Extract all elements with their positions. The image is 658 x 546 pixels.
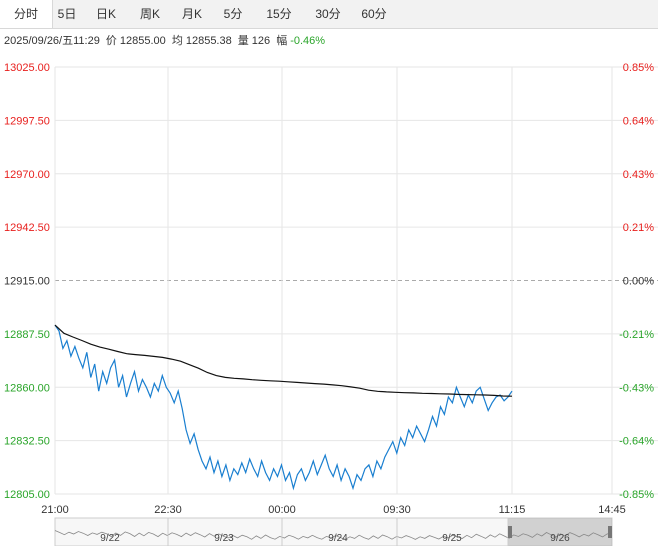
navigator-day-label: 9/22 <box>100 533 120 544</box>
tab-7[interactable]: 30分 <box>315 7 341 21</box>
price-line <box>54 324 513 491</box>
y-tick-left: 12805.00 <box>4 489 50 501</box>
tab-2[interactable]: 日K <box>95 7 116 21</box>
y-tick-left: 12942.50 <box>4 222 50 234</box>
x-tick-label: 22:30 <box>154 504 182 516</box>
x-tick-label: 09:30 <box>383 504 411 516</box>
navigator-day-label: 9/26 <box>550 533 570 544</box>
y-tick-right: 0.43% <box>623 169 654 181</box>
y-tick-right: 0.85% <box>623 62 654 74</box>
navigator-mini-line <box>54 530 613 540</box>
navigator-handle-left <box>508 526 512 538</box>
navigator-day-label: 9/23 <box>214 533 234 544</box>
y-tick-right: 0.00% <box>623 276 654 288</box>
tab-3[interactable]: 周K <box>139 7 160 21</box>
avg-label: 均 <box>171 35 183 47</box>
tab-4[interactable]: 月K <box>181 7 202 21</box>
y-tick-left: 13025.00 <box>4 62 50 74</box>
y-tick-left: 12915.00 <box>4 276 50 288</box>
y-tick-right: 0.21% <box>623 222 654 234</box>
tab-0[interactable]: 分时 <box>0 0 53 28</box>
navigator-day-label: 9/25 <box>442 533 462 544</box>
chg-value: -0.46% <box>290 35 326 47</box>
avg-value: 12855.38 <box>185 35 232 47</box>
tab-6[interactable]: 15分 <box>266 7 292 21</box>
price-value: 12855.00 <box>119 35 166 47</box>
vol-label: 量 <box>237 35 249 47</box>
y-tick-left: 12970.00 <box>4 169 50 181</box>
tab-8[interactable]: 60分 <box>361 7 387 21</box>
navigator-handle-right <box>608 526 612 538</box>
y-tick-right: 0.64% <box>623 115 654 127</box>
x-tick-label: 21:00 <box>41 504 69 516</box>
y-tick-right: -0.43% <box>619 382 654 394</box>
tab-5[interactable]: 5分 <box>223 7 243 21</box>
quote-datetime: 2025/09/26/五11:29 <box>4 35 100 47</box>
x-tick-label: 14:45 <box>598 504 626 516</box>
chg-label: 幅 <box>276 35 288 47</box>
navigator-window <box>508 518 612 546</box>
tab-1[interactable]: 5日 <box>57 7 77 21</box>
navigator-day-label: 9/24 <box>328 533 348 544</box>
price-label: 价 <box>105 35 117 47</box>
y-tick-left: 12860.00 <box>4 382 50 394</box>
y-tick-right: -0.64% <box>619 436 654 448</box>
y-tick-left: 12997.50 <box>4 115 50 127</box>
period-tab-bar: 分时 5日 日K 周K 月K 5分 15分 30分 60分 <box>0 0 658 29</box>
y-tick-left: 12887.50 <box>4 329 50 341</box>
avg-price-line <box>54 324 513 397</box>
vol-value: 126 <box>251 35 271 47</box>
x-tick-label: 11:15 <box>499 504 526 516</box>
y-tick-right: -0.21% <box>619 329 654 341</box>
y-tick-right: -0.85% <box>619 489 654 501</box>
y-tick-left: 12832.50 <box>4 436 50 448</box>
x-tick-label: 00:00 <box>268 504 296 516</box>
